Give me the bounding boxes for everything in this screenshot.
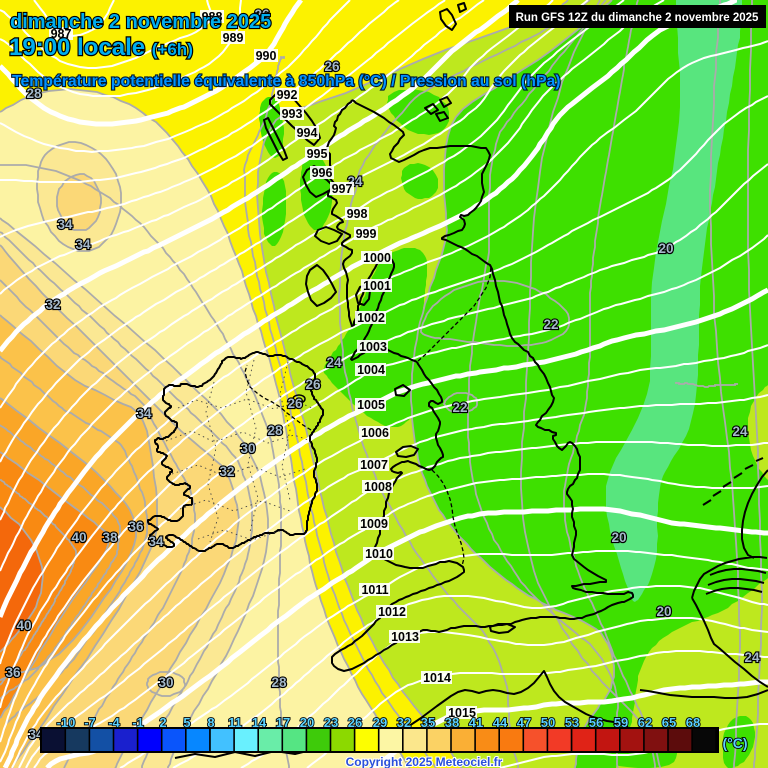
svg-text:36: 36 <box>5 665 21 680</box>
svg-text:987: 987 <box>51 27 72 41</box>
svg-text:53: 53 <box>565 715 579 730</box>
svg-text:41: 41 <box>469 715 483 730</box>
svg-text:29: 29 <box>373 715 387 730</box>
svg-text:20: 20 <box>611 530 626 545</box>
svg-text:-1: -1 <box>132 715 144 730</box>
svg-text:1012: 1012 <box>378 605 406 619</box>
svg-text:26: 26 <box>305 377 321 392</box>
svg-text:20: 20 <box>658 241 673 256</box>
svg-text:Run GFS 12Z du dimanche 2 nove: Run GFS 12Z du dimanche 2 novembre 2025 <box>516 12 759 24</box>
svg-text:22: 22 <box>452 400 467 415</box>
svg-text:40: 40 <box>16 618 31 633</box>
svg-text:56: 56 <box>589 715 603 730</box>
svg-text:990: 990 <box>256 49 277 63</box>
svg-text:995: 995 <box>307 147 328 161</box>
svg-text:38: 38 <box>102 530 118 545</box>
svg-text:36: 36 <box>128 519 144 534</box>
svg-text:23: 23 <box>324 715 338 730</box>
svg-text:1013: 1013 <box>391 630 419 644</box>
svg-text:1000: 1000 <box>363 251 391 265</box>
svg-text:2: 2 <box>159 715 166 730</box>
svg-text:999: 999 <box>356 227 377 241</box>
svg-text:994: 994 <box>297 126 318 140</box>
svg-text:1011: 1011 <box>361 583 388 597</box>
svg-text:47: 47 <box>517 715 531 730</box>
svg-text:34: 34 <box>136 406 152 421</box>
svg-text:32: 32 <box>45 297 60 312</box>
svg-text:26: 26 <box>287 396 303 411</box>
svg-text:59: 59 <box>614 715 628 730</box>
svg-text:24: 24 <box>732 424 748 439</box>
svg-text:1015: 1015 <box>448 706 476 720</box>
svg-text:998: 998 <box>347 207 368 221</box>
svg-text:1007: 1007 <box>360 458 388 472</box>
svg-text:-10: -10 <box>57 715 76 730</box>
svg-text:988: 988 <box>202 10 223 24</box>
svg-text:44: 44 <box>493 715 508 730</box>
svg-text:-7: -7 <box>84 715 96 730</box>
svg-text:26: 26 <box>348 715 362 730</box>
svg-text:34: 34 <box>148 534 164 549</box>
svg-text:28: 28 <box>267 423 283 438</box>
svg-text:30: 30 <box>240 441 255 456</box>
svg-text:1001: 1001 <box>363 279 391 293</box>
svg-text:26: 26 <box>324 59 340 74</box>
svg-text:996: 996 <box>312 166 333 180</box>
svg-text:30: 30 <box>158 675 173 690</box>
svg-text:5: 5 <box>183 715 190 730</box>
svg-text:997: 997 <box>332 182 353 196</box>
svg-text:1009: 1009 <box>360 517 388 531</box>
svg-text:35: 35 <box>421 715 435 730</box>
svg-text:11: 11 <box>228 715 242 730</box>
svg-text:24: 24 <box>326 355 342 370</box>
svg-text:8: 8 <box>207 715 214 730</box>
svg-text:1005: 1005 <box>357 398 385 412</box>
svg-text:Température potentielle équiva: Température potentielle équivalente à 85… <box>12 73 561 90</box>
svg-text:68: 68 <box>686 715 700 730</box>
svg-text:65: 65 <box>662 715 676 730</box>
svg-text:1004: 1004 <box>357 363 385 377</box>
svg-text:28: 28 <box>26 86 42 101</box>
svg-text:Copyright 2025 Meteociel.fr: Copyright 2025 Meteociel.fr <box>346 755 503 768</box>
svg-text:38: 38 <box>445 715 459 730</box>
svg-text:50: 50 <box>541 715 555 730</box>
svg-text:dimanche 2 novembre 2025: dimanche 2 novembre 2025 <box>10 11 271 33</box>
svg-text:17: 17 <box>276 715 290 730</box>
svg-text:22: 22 <box>543 317 558 332</box>
svg-text:993: 993 <box>282 107 303 121</box>
svg-text:1008: 1008 <box>364 480 392 494</box>
svg-text:28: 28 <box>271 675 287 690</box>
svg-text:34: 34 <box>75 237 91 252</box>
svg-text:1006: 1006 <box>361 426 389 440</box>
svg-text:989: 989 <box>223 31 244 45</box>
svg-text:62: 62 <box>638 715 652 730</box>
svg-text:32: 32 <box>397 715 411 730</box>
svg-text:20: 20 <box>656 604 671 619</box>
svg-text:1003: 1003 <box>359 340 387 354</box>
svg-text:40: 40 <box>71 530 86 545</box>
svg-text:1014: 1014 <box>423 671 451 685</box>
svg-text:34: 34 <box>57 217 73 232</box>
svg-text:992: 992 <box>277 88 298 102</box>
svg-text:-4: -4 <box>108 715 120 730</box>
svg-text:1002: 1002 <box>357 311 385 325</box>
svg-text:14: 14 <box>252 715 267 730</box>
svg-text:1010: 1010 <box>365 547 393 561</box>
svg-text:32: 32 <box>219 464 234 479</box>
svg-text:24: 24 <box>744 650 760 665</box>
svg-text:26: 26 <box>254 7 270 22</box>
svg-text:(°C): (°C) <box>722 735 747 751</box>
svg-text:20: 20 <box>300 715 314 730</box>
